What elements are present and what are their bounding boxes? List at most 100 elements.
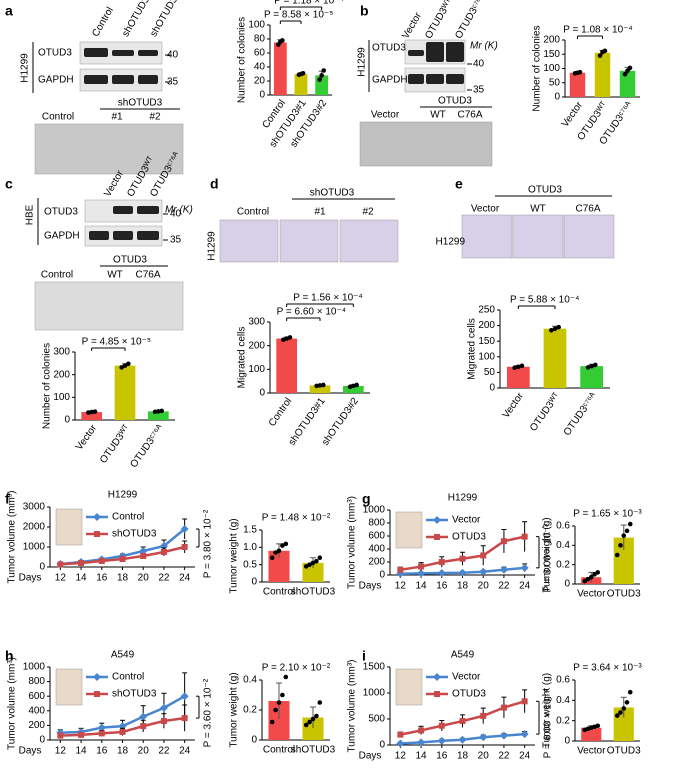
y-tick-label: 400 — [28, 705, 45, 716]
y-tick-label: 150 — [478, 336, 495, 347]
x-tick-label: OTUD3 — [607, 746, 641, 757]
p-value: P = 4.85 × 10⁻⁵ — [82, 337, 151, 348]
legend-marker — [434, 534, 440, 540]
marker — [98, 730, 105, 737]
data-point — [321, 68, 327, 73]
bar — [580, 366, 604, 388]
data-point — [276, 548, 282, 554]
marker — [181, 715, 188, 722]
bar — [619, 70, 636, 97]
y-axis-label: Tumor weight (g) — [542, 673, 553, 748]
y-tick-label: 250 — [478, 305, 495, 316]
x-tick-label: shOTUD3 — [291, 745, 336, 756]
marker — [160, 549, 167, 555]
blot-band — [408, 50, 424, 56]
marker — [500, 704, 507, 711]
legend-label: shOTUD3 — [112, 689, 157, 700]
data-point — [321, 382, 326, 388]
x-tick-label: 22 — [158, 573, 170, 584]
bar — [81, 412, 102, 420]
p-value: P = 3.64 × 10⁻³ — [573, 663, 642, 674]
y-tick-label: 0 — [64, 415, 70, 426]
data-point — [549, 327, 554, 333]
marker: 40 — [473, 59, 485, 70]
blot-band — [137, 231, 159, 240]
blot-band — [426, 42, 444, 62]
y-tick-label: 500 — [368, 714, 385, 725]
y-tick-label: 1000 — [363, 505, 386, 516]
p-value: P = 1.48 × 10⁻² — [262, 513, 331, 524]
data-point — [314, 558, 319, 564]
y-tick-label: 200 — [28, 720, 45, 731]
bar — [273, 42, 287, 95]
y-axis-label: Migrated cells — [467, 318, 478, 380]
x-tick-label: 14 — [416, 751, 428, 762]
marker — [479, 567, 488, 576]
legend-marker — [93, 673, 101, 681]
data-point — [577, 69, 583, 75]
y-tick-label: 0 — [259, 90, 265, 101]
marker — [119, 556, 126, 562]
data-point — [595, 570, 601, 575]
blot-band — [408, 74, 424, 84]
data-point — [621, 533, 627, 538]
well-label: #1 — [314, 207, 326, 218]
y-tick-label: 1000 — [363, 688, 386, 699]
marker — [159, 703, 168, 712]
y-tick-label: 200 — [53, 369, 70, 380]
lane-label: OTUD3ᶜ⁷⁶ᴬ — [453, 0, 488, 41]
colony-image — [34, 123, 184, 175]
cell-line: HBE — [25, 204, 36, 225]
x-tick-label: 20 — [138, 746, 150, 757]
marker — [438, 559, 445, 565]
y-tick-label: 0.4 — [556, 540, 570, 551]
blot-band — [84, 48, 108, 57]
blot-band — [89, 231, 109, 240]
data-point — [597, 53, 603, 58]
migration-image — [461, 214, 513, 259]
p-value: P = 5.88 × 10⁻⁴ — [510, 295, 579, 306]
y-tick-label: 100 — [248, 20, 265, 31]
tumor-photo — [395, 668, 423, 706]
protein: OTUD3 — [372, 43, 406, 54]
x-tick-label: 12 — [55, 573, 67, 584]
colony-image — [34, 281, 184, 331]
panel-letter: b — [360, 3, 369, 19]
x-tick-label: 22 — [498, 751, 510, 762]
data-point — [280, 38, 285, 43]
data-point — [159, 408, 164, 414]
x-tick-label: 14 — [416, 581, 428, 592]
blot-band — [138, 50, 158, 56]
data-point — [273, 707, 278, 713]
x-tick-label: 16 — [96, 746, 108, 757]
y-tick-label: 0 — [39, 562, 45, 573]
x-tick-label: 24 — [179, 746, 191, 757]
y-axis-label: Tumor volume (mm³) — [347, 660, 358, 753]
marker — [78, 731, 85, 738]
migration-image — [512, 214, 564, 259]
well-label: Control — [41, 270, 73, 281]
marker — [397, 566, 404, 573]
x-tick-label: Control — [267, 396, 295, 429]
data-point — [627, 65, 633, 71]
y-tick-label: 0.2 — [556, 559, 570, 570]
data-point — [317, 77, 322, 82]
x-tick-label: 24 — [519, 751, 531, 762]
y-axis-label: Tumor weight (g) — [542, 517, 553, 592]
marker — [437, 736, 446, 745]
x-tick-label: 18 — [117, 746, 129, 757]
marker — [181, 544, 188, 550]
y-tick-label: 0.4 — [243, 675, 257, 686]
marker: 35 — [473, 85, 485, 96]
p-value: P = 3.00 × 10⁻³ — [543, 523, 554, 592]
data-point — [618, 710, 623, 715]
data-point — [621, 706, 627, 711]
y-tick-label: 100 — [478, 351, 495, 362]
p-value: P = 2.10 × 10⁻² — [262, 663, 331, 674]
y-tick-label: 0 — [379, 570, 385, 581]
marker — [180, 692, 189, 701]
data-point — [614, 552, 620, 558]
marker — [479, 733, 488, 742]
data-point — [317, 555, 323, 561]
marker — [57, 732, 64, 739]
